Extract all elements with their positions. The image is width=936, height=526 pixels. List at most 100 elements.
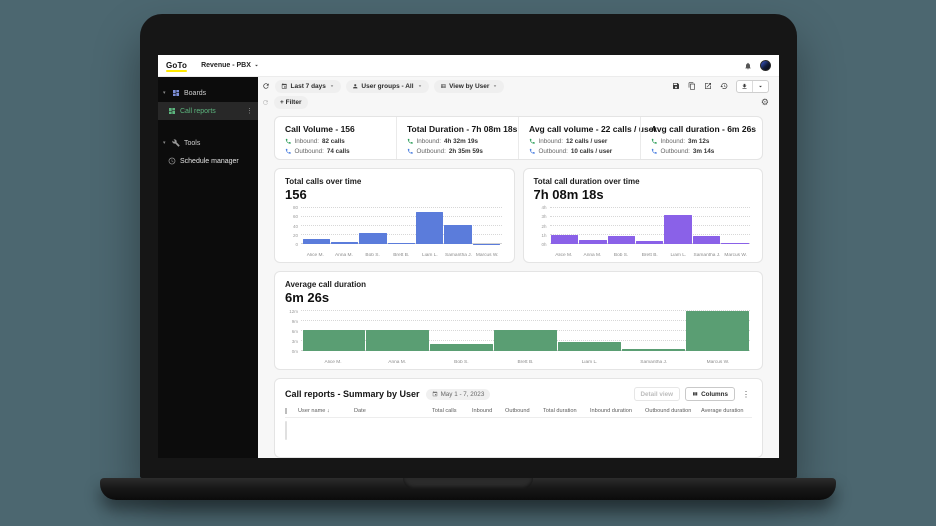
- sidebar-item-tools[interactable]: ▾ Tools: [158, 134, 258, 152]
- column-header[interactable]: Average duration: [701, 408, 744, 414]
- column-header[interactable]: Outbound: [505, 408, 530, 414]
- x-axis-label: Anna M.: [583, 253, 602, 259]
- columns-button[interactable]: Columns: [685, 387, 735, 401]
- bar: [557, 341, 621, 351]
- user-groups-icon: [352, 83, 359, 90]
- chip-label: Last 7 days: [290, 82, 326, 90]
- sidebar-item-label: Boards: [184, 89, 207, 97]
- x-axis-label: Samantha J.: [693, 253, 721, 259]
- summary-title: Call Volume - 156: [285, 124, 355, 134]
- bar: [415, 212, 444, 245]
- table-row[interactable]: [285, 421, 752, 440]
- gridline: 2h: [541, 224, 750, 229]
- date-range-filter-chip[interactable]: Last 7 days: [275, 79, 341, 93]
- gridline: 80: [293, 205, 502, 210]
- x-axis-label: Anna M.: [388, 360, 407, 365]
- x-axis-label: Marcus W.: [475, 253, 499, 259]
- x-axis-label: Alice M.: [324, 360, 342, 365]
- sidebar-item-boards[interactable]: ▾ Boards: [158, 84, 258, 102]
- refresh-icon[interactable]: [262, 82, 270, 90]
- row-checkbox[interactable]: [285, 421, 287, 440]
- x-axis-label: Brett B.: [641, 253, 658, 259]
- sidebar-item-label: Schedule manager: [180, 157, 239, 165]
- bar: [685, 311, 749, 351]
- y-axis-tick-label: 0: [295, 241, 298, 247]
- download-icon[interactable]: [737, 81, 752, 92]
- summary-title: Avg call duration - 6m 26s: [651, 124, 757, 134]
- x-axis-labels: Alice M. Anna M. Bob S. Brett B. Liam L. Sama…: [301, 253, 502, 258]
- summary-row-label: Outbound:: [416, 147, 446, 155]
- x-axis-label: Samantha J.: [445, 253, 472, 259]
- column-header[interactable]: Inbound duration: [590, 408, 632, 414]
- average-duration-chart-card: Average call duration 6m 26s 0m 3m 6m 9m 12m…: [274, 271, 763, 370]
- chart-big-value: 7h 08m 18s: [533, 186, 604, 202]
- summary-row-value: 3m 14s: [692, 147, 715, 155]
- expand-caret-icon[interactable]: ▾: [163, 90, 166, 96]
- column-header[interactable]: User name ↓: [298, 408, 330, 414]
- bar: [551, 234, 579, 245]
- column-header[interactable]: Total duration: [543, 408, 577, 414]
- calendar-icon: [432, 391, 438, 397]
- x-axis-label: Bob S.: [613, 253, 629, 259]
- y-axis-tick-label: 3m: [291, 338, 298, 344]
- view-by-filter-chip[interactable]: View by User: [433, 79, 505, 93]
- laptop-lid: GoTo Revenue - PBX ▾ Boards: [140, 14, 797, 478]
- select-all-checkbox[interactable]: [285, 408, 287, 414]
- summary-row-value: 2h 35m 59s: [448, 147, 483, 155]
- column-header[interactable]: Inbound: [472, 408, 493, 414]
- chart-title: Total calls over time: [285, 176, 362, 186]
- history-icon[interactable]: [720, 82, 728, 90]
- summary-row-value: 74 calls: [326, 147, 350, 155]
- bar: [387, 242, 415, 245]
- inbound-call-icon: [285, 138, 292, 145]
- table-overflow-menu-icon[interactable]: ⋮: [742, 389, 750, 399]
- user-avatar[interactable]: [760, 60, 771, 71]
- add-filter-chip[interactable]: + Filter: [274, 96, 308, 109]
- boards-grid-icon: [172, 89, 180, 97]
- download-options-chevron-icon[interactable]: [753, 81, 768, 92]
- columns-button-label: Columns: [701, 390, 728, 398]
- user-groups-filter-chip[interactable]: User groups - All: [345, 79, 429, 93]
- table-date-range-chip[interactable]: May 1 - 7, 2023: [425, 388, 491, 400]
- notifications-bell-icon[interactable]: [744, 62, 752, 70]
- bar: [366, 330, 430, 351]
- item-overflow-menu-icon[interactable]: ⋮: [246, 108, 253, 115]
- bar: [359, 233, 387, 245]
- column-header[interactable]: Total calls: [432, 408, 457, 414]
- inbound-call-icon: [529, 138, 536, 145]
- detail-view-button[interactable]: Detail view: [633, 387, 681, 401]
- gridline: 12m: [289, 309, 750, 314]
- bar: [721, 242, 749, 245]
- summary-row-label: Outbound:: [538, 147, 568, 155]
- bar: [494, 330, 557, 351]
- x-axis-labels: Alice M. Anna M. Bob S. Brett B. Liam L. Sama…: [550, 253, 751, 258]
- bar: [579, 239, 607, 245]
- sidebar-item-schedule-manager[interactable]: Schedule manager: [158, 152, 258, 170]
- board-title-dropdown[interactable]: Revenue - PBX: [201, 62, 260, 69]
- save-icon[interactable]: [672, 82, 680, 90]
- summary-section-avg-call-duration: Avg call duration - 6m 26s Inbound: 3m 12…: [640, 117, 762, 159]
- gear-icon[interactable]: ⚙: [760, 97, 769, 107]
- share-icon[interactable]: [704, 82, 712, 90]
- bar: [302, 330, 366, 351]
- x-axis-label: Alice M.: [555, 253, 573, 259]
- refresh-icon-secondary[interactable]: [262, 99, 269, 106]
- sidebar-item-call-reports[interactable]: Call reports ⋮: [158, 102, 258, 120]
- bar: [636, 241, 664, 245]
- summary-section-total-duration: Total Duration - 7h 08m 18s Inbound: 4h 3…: [396, 117, 518, 159]
- summary-row-value: 3m 12s: [688, 138, 710, 145]
- column-header[interactable]: Date: [354, 408, 366, 414]
- summary-row-value: 10 calls / user: [570, 147, 613, 155]
- y-axis-tick-label: 3h: [541, 214, 547, 220]
- call-reports-table-card: Call reports - Summary by User May 1 - 7…: [274, 378, 763, 458]
- gridline: 20: [293, 233, 502, 238]
- gridline: 60: [293, 214, 502, 219]
- laptop-lid-notch: [403, 478, 533, 489]
- column-header[interactable]: Outbound duration: [645, 408, 692, 414]
- inbound-call-icon: [407, 138, 414, 145]
- copy-icon[interactable]: [688, 82, 696, 90]
- total-calls-chart-card: Total calls over time 156 0 20 40 60 80 Alic…: [274, 167, 515, 264]
- summary-row-label: Inbound:: [294, 138, 320, 145]
- gridline: 3h: [541, 214, 750, 219]
- expand-caret-icon[interactable]: ▾: [163, 140, 166, 146]
